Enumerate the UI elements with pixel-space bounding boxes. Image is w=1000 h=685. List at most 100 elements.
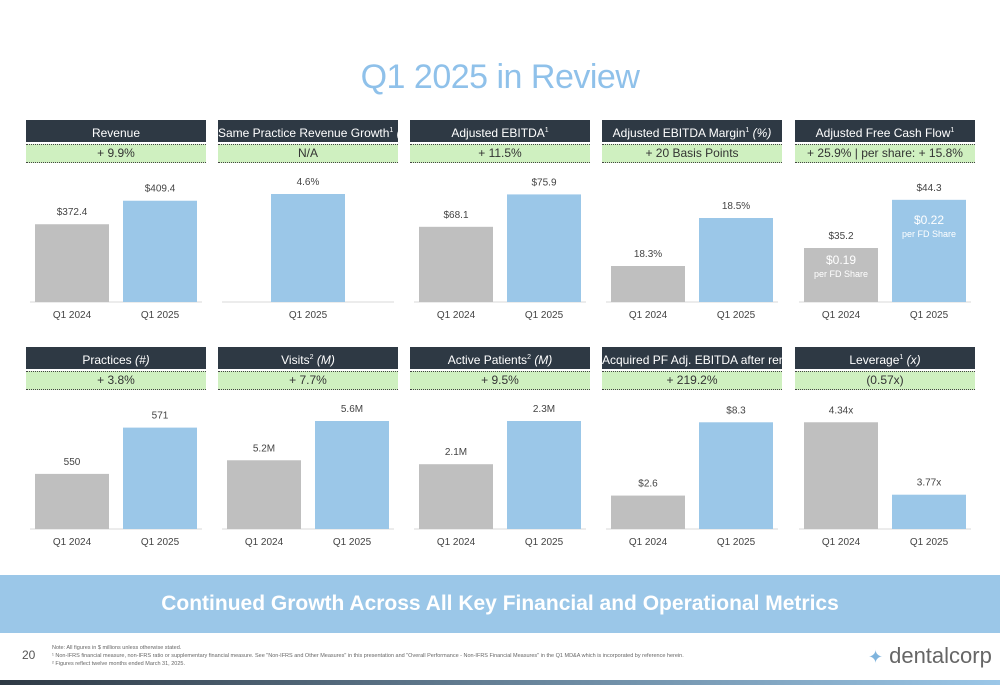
metric-panel: Visits2 (M) + 7.7% 5.2M Q1 2024 5.6M Q1 2025 — [218, 347, 398, 548]
bar-chart: 550 Q1 2024 571 Q1 2025 — [26, 399, 206, 559]
x-tick-label: Q1 2025 — [717, 310, 756, 321]
bar-q1-2024 — [35, 473, 109, 529]
bar-chart: 18.3% Q1 2024 18.5% Q1 2025 — [602, 172, 782, 332]
metric-title-unit: (M) — [534, 353, 553, 367]
summary-banner: Continued Growth Across All Key Financia… — [0, 575, 1000, 633]
bar-q1-2025 — [507, 421, 581, 529]
metric-title-footnote: 1 — [899, 354, 904, 361]
bar-value-label: $8.3 — [726, 405, 746, 416]
bar-value-label: 4.34x — [829, 405, 853, 416]
bar-q1-2025 — [507, 194, 581, 302]
metric-growth: N/A — [218, 144, 398, 163]
x-tick-label: Q1 2024 — [53, 310, 92, 321]
metric-title-text: Adjusted EBITDA — [451, 126, 545, 140]
bar-value-label: $409.4 — [145, 184, 176, 195]
metric-title-unit: (x) — [906, 353, 921, 367]
bar-inner-value-label: $0.19 — [826, 253, 856, 267]
x-tick-label: Q1 2024 — [629, 310, 668, 321]
bar-chart-svg: $372.4 Q1 2024 $409.4 Q1 2025 — [30, 184, 202, 321]
bar-chart: $35.2 Q1 2024 $0.19 per FD Share $44.3 Q1 202… — [795, 172, 975, 332]
bar-chart-svg: 5.2M Q1 2024 5.6M Q1 2025 — [222, 404, 394, 548]
metric-title-text: Leverage — [849, 353, 900, 367]
bar-inner-sub-label: per FD Share — [814, 269, 868, 279]
x-tick-label: Q1 2025 — [910, 537, 949, 548]
metric-panel: Active Patients2 (M) + 9.5% 2.1M Q1 2024 2.3… — [410, 347, 590, 548]
metric-title-footnote: 1 — [950, 127, 955, 134]
metric-panel: Same Practice Revenue Growth1 (%) N/A 4.6%… — [218, 120, 398, 321]
metric-growth: (0.57x) — [795, 371, 975, 390]
x-tick-label: Q1 2024 — [437, 537, 476, 548]
bar-value-label: $35.2 — [828, 231, 853, 242]
bar-value-label: $68.1 — [443, 210, 468, 221]
metric-title-text: Adjusted EBITDA Margin — [612, 126, 746, 140]
metric-title: Revenue — [26, 120, 206, 142]
bar-q1-2025 — [892, 199, 966, 302]
x-tick-label: Q1 2025 — [289, 310, 328, 321]
metric-title: Active Patients2 (M) — [410, 347, 590, 369]
company-logo: ✦ dentalcorp — [868, 643, 992, 669]
bar-chart-svg: 4.6% Q1 2025 — [222, 177, 394, 321]
bar-value-label: $372.4 — [57, 207, 88, 218]
bar-q1-2025 — [315, 421, 389, 529]
bar-chart: 4.6% Q1 2025 — [218, 172, 398, 332]
metric-title-unit: (%) — [752, 126, 772, 140]
bar-value-label: 5.2M — [253, 443, 275, 454]
metric-title-unit: (#) — [135, 353, 150, 367]
bar-value-label: 18.3% — [634, 249, 662, 260]
bar-value-label: 5.6M — [341, 404, 363, 415]
bar-value-label: 2.1M — [445, 447, 467, 458]
footnotes: Note: All figures in $ millions unless o… — [52, 644, 812, 668]
bar-chart: $68.1 Q1 2024 $75.9 Q1 2025 — [410, 172, 590, 332]
metric-growth: + 7.7% — [218, 371, 398, 390]
bar-q1-2025 — [271, 194, 345, 302]
bar-chart-svg: 550 Q1 2024 571 Q1 2025 — [30, 411, 202, 548]
bar-value-label: 4.6% — [297, 177, 320, 188]
metric-panel: Revenue + 9.9% $372.4 Q1 2024 $409.4 Q1 2025 — [26, 120, 206, 321]
bar-q1-2025 — [699, 218, 773, 302]
metric-growth: + 11.5% — [410, 144, 590, 163]
bar-q1-2025 — [123, 427, 197, 529]
metric-title-unit: (%) — [397, 126, 398, 140]
metric-title-text: Adjusted Free Cash Flow — [815, 126, 951, 140]
bar-inner-sub-label: per FD Share — [902, 229, 956, 239]
sparkle-icon: ✦ — [868, 647, 884, 667]
x-tick-label: Q1 2024 — [629, 537, 668, 548]
bar-value-label: 18.5% — [722, 201, 750, 212]
x-tick-label: Q1 2025 — [141, 310, 180, 321]
bar-chart-svg: 18.3% Q1 2024 18.5% Q1 2025 — [606, 201, 778, 321]
x-tick-label: Q1 2024 — [437, 310, 476, 321]
metric-panel: Acquired PF Adj. EBITDA after rent1 + 219… — [602, 347, 782, 548]
bar-q1-2025 — [699, 422, 773, 529]
metric-title-text: Visits — [281, 353, 310, 367]
metric-title: Visits2 (M) — [218, 347, 398, 369]
footnote: Note: All figures in $ millions unless o… — [52, 645, 182, 651]
metric-title: Adjusted EBITDA Margin1 (%) — [602, 120, 782, 142]
bottom-divider — [0, 680, 1000, 685]
x-tick-label: Q1 2025 — [910, 310, 949, 321]
bar-chart-svg: 2.1M Q1 2024 2.3M Q1 2025 — [414, 404, 586, 548]
metric-title-footnote: 2 — [527, 354, 531, 361]
x-tick-label: Q1 2025 — [717, 537, 756, 548]
metric-title: Practices (#) — [26, 347, 206, 369]
footnote: ² Figures reflect twelve months ended Ma… — [52, 661, 185, 667]
metric-growth: + 9.9% — [26, 144, 206, 163]
x-tick-label: Q1 2025 — [333, 537, 372, 548]
metric-title-text: Practices — [82, 353, 132, 367]
bar-chart: 2.1M Q1 2024 2.3M Q1 2025 — [410, 399, 590, 559]
metric-panel: Adjusted Free Cash Flow1 + 25.9% | per sh… — [795, 120, 975, 321]
bar-value-label: $75.9 — [531, 177, 556, 188]
bar-chart-svg: 4.34x Q1 2024 3.77x Q1 2025 — [799, 405, 971, 548]
bar-value-label: 3.77x — [917, 478, 941, 489]
x-tick-label: Q1 2024 — [53, 537, 92, 548]
x-tick-label: Q1 2025 — [525, 537, 564, 548]
bar-value-label: 2.3M — [533, 404, 555, 415]
bar-value-label: $44.3 — [916, 183, 941, 194]
bar-q1-2024 — [804, 422, 878, 529]
logo-text: dentalcorp — [889, 643, 992, 668]
metric-panel: Adjusted EBITDA Margin1 (%) + 20 Basis Po… — [602, 120, 782, 321]
metric-title-unit: (M) — [316, 353, 335, 367]
x-tick-label: Q1 2025 — [141, 537, 180, 548]
metric-title-text: Active Patients — [447, 353, 528, 367]
bar-q1-2024 — [611, 495, 685, 529]
bar-value-label: $2.6 — [638, 479, 658, 490]
